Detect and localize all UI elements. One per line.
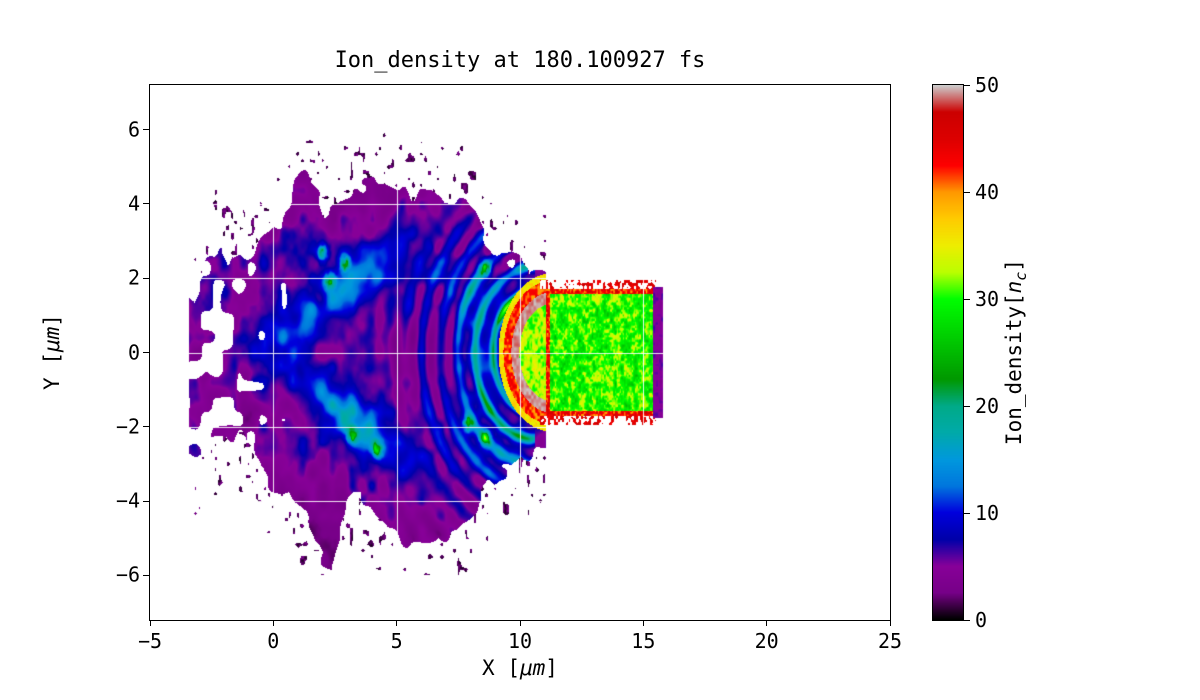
x-tick-label: 15 (631, 629, 656, 653)
y-tick (143, 574, 149, 576)
colorbar-tick-label: 20 (975, 394, 1000, 418)
colorbar-tick (964, 298, 970, 300)
x-axis-label-text: X [ (482, 656, 520, 680)
x-tick (149, 620, 151, 626)
x-tick-label: 20 (754, 629, 779, 653)
y-tick (143, 352, 149, 353)
x-tick (766, 620, 768, 626)
colorbar-tick (964, 619, 970, 621)
x-tick-label: −5 (137, 629, 163, 653)
x-tick-label: 5 (390, 629, 403, 653)
x-tick (642, 620, 644, 626)
x-tick-label: 0 (267, 629, 280, 653)
y-tick-label: −4 (115, 488, 140, 513)
x-tick-label: 10 (507, 629, 533, 653)
y-tick (143, 426, 149, 428)
colorbar-tick-label: 40 (975, 180, 1000, 204)
colorbar-tick-label: 0 (975, 608, 988, 632)
y-tick (143, 500, 149, 502)
heatmap-canvas (150, 85, 890, 620)
colorbar-label-symbol: n (1001, 280, 1026, 294)
y-tick-label: 6 (127, 117, 140, 142)
colorbar (932, 84, 964, 621)
x-tick (396, 620, 398, 626)
y-tick-label: 2 (127, 265, 140, 290)
y-tick (143, 277, 149, 279)
colorbar-label-subscript: c (1012, 271, 1031, 281)
y-tick-label: 0 (127, 340, 140, 365)
colorbar-tick-label: 10 (975, 501, 1000, 525)
y-axis-label-close: ] (40, 314, 64, 327)
plot-title: Ion_density at 180.100927 fs (334, 48, 706, 73)
colorbar-tick (964, 405, 970, 407)
colorbar-tick-label: 50 (975, 73, 1000, 97)
plot-area (149, 84, 891, 621)
y-tick-label: −6 (115, 562, 140, 587)
colorbar-label-text: Ion_density[ (1001, 293, 1026, 446)
colorbar-tick (964, 512, 970, 514)
x-axis-label-close: ] (545, 656, 558, 680)
x-axis-label-units: μm (519, 656, 546, 680)
colorbar-tick (964, 191, 970, 193)
colorbar-canvas (933, 85, 963, 620)
colorbar-tick (964, 84, 970, 86)
colorbar-label: Ion_density[nc] (1002, 259, 1030, 445)
x-tick (272, 620, 274, 626)
x-tick (889, 620, 891, 626)
y-tick (143, 203, 149, 205)
y-tick-label: −2 (115, 414, 140, 439)
x-tick (519, 620, 521, 626)
y-tick-label: 4 (127, 191, 140, 216)
colorbar-tick-label: 30 (975, 287, 1000, 311)
colorbar-label-close: ] (1001, 258, 1026, 272)
x-axis-label: X [μm] (482, 656, 558, 680)
y-tick (143, 129, 149, 131)
x-tick-label: 25 (877, 629, 903, 653)
